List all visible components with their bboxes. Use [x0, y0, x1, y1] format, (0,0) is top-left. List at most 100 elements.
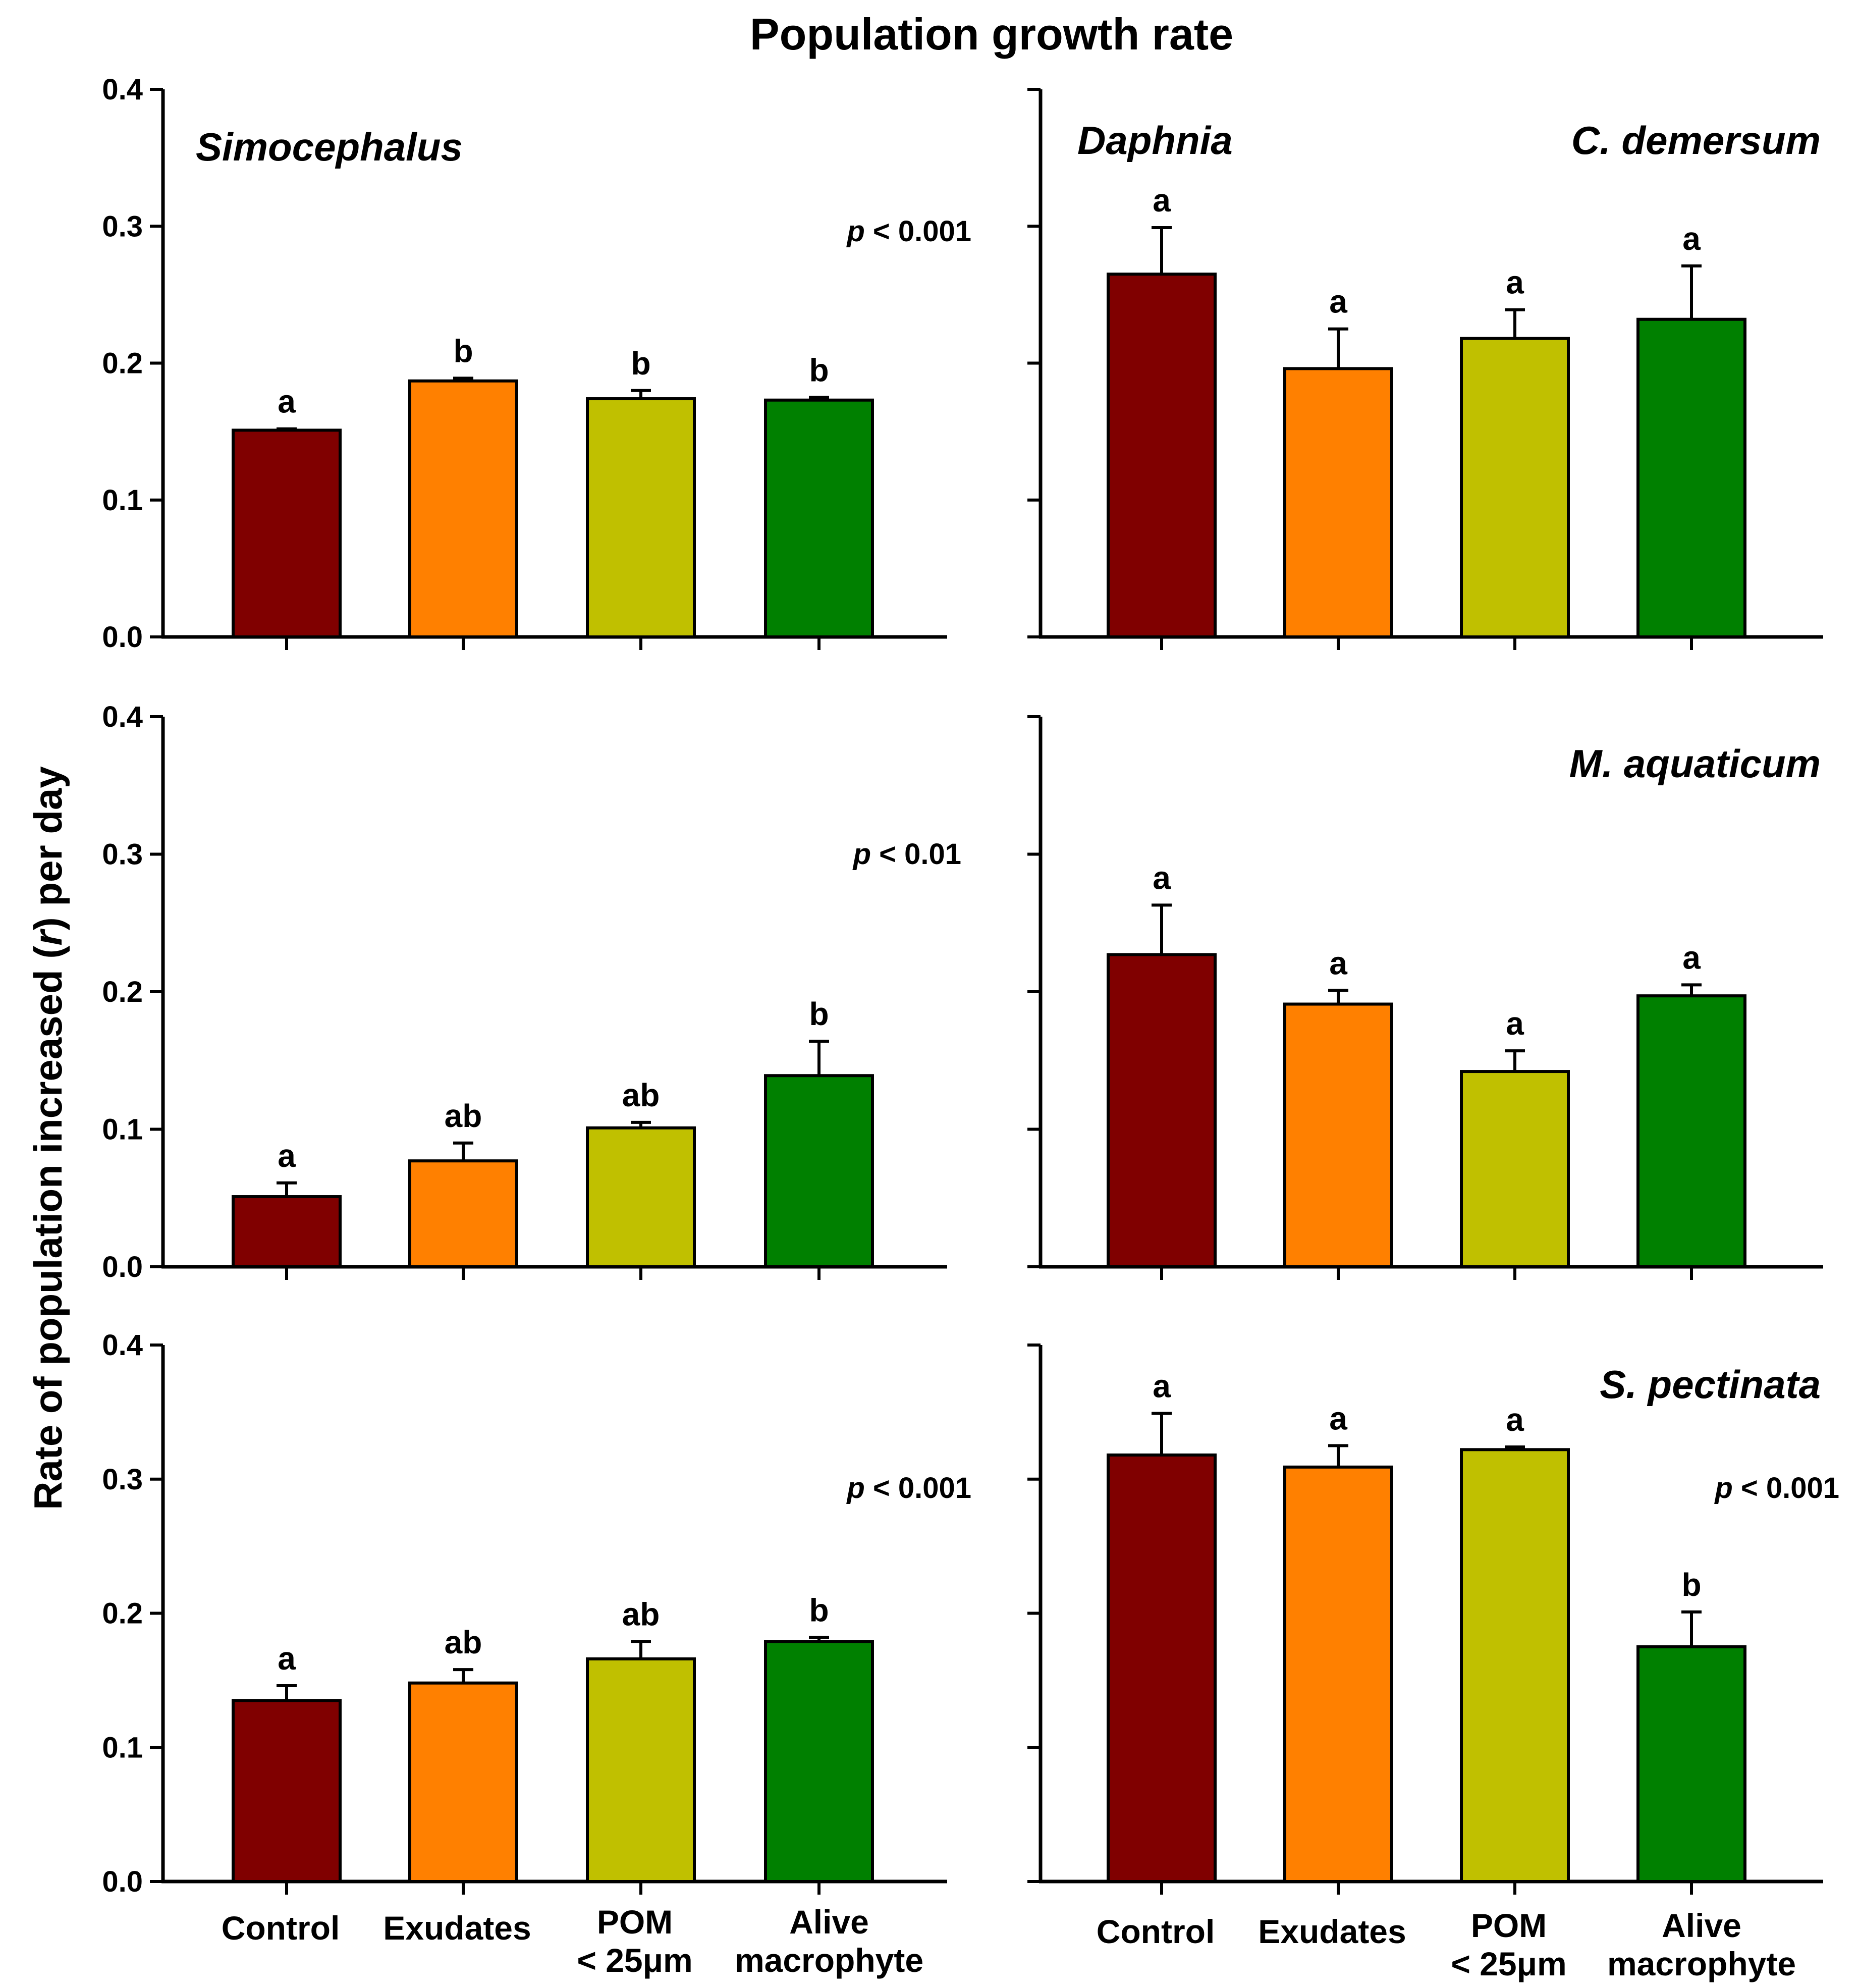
p-value-threshold: < 0.01 — [871, 838, 961, 871]
x-category-label-line: POM — [597, 1903, 673, 1941]
x-category-label-line: < 25μm — [577, 1942, 692, 1979]
p-value-label: p < 0.001 — [846, 1472, 971, 1505]
species-label-daphnia: Daphnia — [1077, 118, 1233, 163]
x-category-label-line: POM — [1471, 1907, 1547, 1944]
bar-exudates — [408, 379, 518, 638]
x-category-label-left-0: Control — [222, 1909, 340, 1947]
x-category-label-left-3: Alive macrophyte — [735, 1903, 923, 1979]
x-category-label-line: macrophyte — [1607, 1945, 1796, 1982]
significance-letter: b — [809, 996, 829, 1032]
y-tick-label: 0.4 — [102, 701, 143, 733]
panel-daphnia-s-pectinata: a a a b S. pectinata p < 0.001 — [1027, 1344, 1839, 1895]
bar-alive-macrophyte — [764, 1074, 874, 1269]
panel-daphnia-m-aquaticum: a a a a M. aquaticum — [1027, 715, 1823, 1280]
bar-control — [232, 428, 342, 638]
y-tick-label: 0.3 — [102, 210, 143, 243]
bar-exudates — [1283, 1465, 1393, 1883]
x-category-label-left-2: POM < 25μm — [577, 1903, 692, 1979]
significance-letter: a — [1153, 1368, 1171, 1405]
significance-letter: a — [1682, 939, 1701, 976]
significance-letter: a — [278, 384, 296, 420]
panel-simocephalus-c-demersum: 0.0 0.1 0.2 0.3 0.4 a b b b Simocephalus p < 0.001 — [102, 73, 971, 654]
x-category-label-line: macrophyte — [735, 1942, 923, 1979]
y-tick-label: 0.3 — [102, 1463, 143, 1496]
bar-control — [1107, 1453, 1217, 1884]
significance-letter: ab — [622, 1077, 660, 1113]
significance-letter: b — [809, 352, 829, 388]
macrophyte-label-c-demersum: C. demersum — [1571, 118, 1821, 163]
bar-alive-macrophyte — [1636, 994, 1746, 1269]
x-category-label-line: Exudates — [383, 1909, 531, 1947]
x-category-label-line: Alive — [1662, 1907, 1741, 1944]
significance-letter: a — [1329, 284, 1347, 320]
bar-control — [1107, 273, 1217, 638]
bar-control — [232, 1195, 342, 1268]
figure-title: Population growth rate — [750, 9, 1233, 59]
y-axis-label-suffix: ) per day — [26, 766, 70, 930]
bar-pom-25-m — [586, 397, 696, 639]
significance-letter: a — [278, 1640, 296, 1677]
p-value-symbol: p — [846, 215, 864, 248]
significance-letter: a — [278, 1138, 296, 1174]
significance-letter: b — [453, 333, 473, 369]
significance-letter: a — [1682, 221, 1701, 257]
bar-alive-macrophyte — [764, 1640, 874, 1884]
panel-daphnia-c-demersum: a a a a Daphnia C. demersum — [1027, 88, 1823, 650]
y-tick-label: 0.1 — [102, 484, 143, 517]
p-value-symbol: p — [1714, 1472, 1732, 1505]
bar-alive-macrophyte — [764, 398, 874, 638]
significance-letter: a — [1153, 182, 1171, 219]
bar-exudates — [1283, 367, 1393, 638]
p-value-symbol: p — [852, 838, 871, 871]
y-axis-label-prefix: Rate of population increased ( — [26, 946, 70, 1510]
p-value-label: p < 0.01 — [852, 838, 961, 871]
significance-letter: a — [1153, 859, 1171, 896]
bar-exudates — [408, 1159, 518, 1269]
p-value-symbol: p — [846, 1472, 864, 1505]
y-tick-label: 0.3 — [102, 838, 143, 871]
panel-simocephalus-m-aquaticum: 0.0 0.1 0.2 0.3 0.4 a ab ab b p < 0.01 — [102, 701, 961, 1283]
y-tick-label: 0.2 — [102, 1597, 143, 1630]
significance-letter: b — [631, 345, 650, 382]
bar-alive-macrophyte — [1636, 1645, 1746, 1883]
macrophyte-label-m-aquaticum: M. aquaticum — [1569, 741, 1821, 786]
p-value-threshold: < 0.001 — [865, 215, 971, 248]
species-label-simocephalus: Simocephalus — [196, 125, 463, 169]
x-category-label-line: Alive — [789, 1903, 869, 1941]
x-category-label-right-0: Control — [1097, 1913, 1215, 1950]
significance-letter: a — [1329, 1400, 1347, 1436]
macrophyte-label-s-pectinata: S. pectinata — [1600, 1362, 1821, 1407]
y-tick-label: 0.0 — [102, 1251, 143, 1283]
x-category-label-line: Exudates — [1258, 1913, 1406, 1950]
bar-pom-25-m — [586, 1657, 696, 1883]
bar-pom-25-m — [1460, 1448, 1570, 1883]
x-category-label-right-3: Alive macrophyte — [1607, 1907, 1796, 1982]
y-tick-label: 0.0 — [102, 1865, 143, 1898]
y-tick-label: 0.4 — [102, 1329, 143, 1362]
panel-simocephalus-s-pectinata: 0.0 0.1 0.2 0.3 0.4 a ab ab b p < 0.001 — [102, 1329, 971, 1898]
significance-letter: a — [1329, 945, 1347, 981]
bar-exudates — [1283, 1002, 1393, 1268]
y-tick-label: 0.4 — [102, 73, 143, 106]
x-category-label-line: Control — [222, 1909, 340, 1947]
significance-letter: b — [1681, 1567, 1701, 1603]
x-category-label-left-1: Exudates — [383, 1909, 531, 1947]
bar-pom-25-m — [1460, 1070, 1570, 1269]
bar-alive-macrophyte — [1636, 317, 1746, 638]
bar-exudates — [408, 1681, 518, 1883]
y-tick-label: 0.1 — [102, 1731, 143, 1764]
x-category-label-line: Control — [1097, 1913, 1215, 1950]
y-axis-label-italic: r — [26, 929, 70, 946]
bar-control — [232, 1699, 342, 1884]
significance-letter: ab — [445, 1098, 482, 1134]
p-value-threshold: < 0.001 — [865, 1472, 971, 1505]
bar-pom-25-m — [586, 1126, 696, 1268]
p-value-threshold: < 0.001 — [1733, 1472, 1839, 1505]
y-tick-label: 0.1 — [102, 1113, 143, 1146]
significance-letter: a — [1506, 1005, 1524, 1042]
significance-letter: ab — [445, 1624, 482, 1660]
significance-letter: b — [809, 1592, 829, 1628]
significance-letter: a — [1506, 1402, 1524, 1438]
